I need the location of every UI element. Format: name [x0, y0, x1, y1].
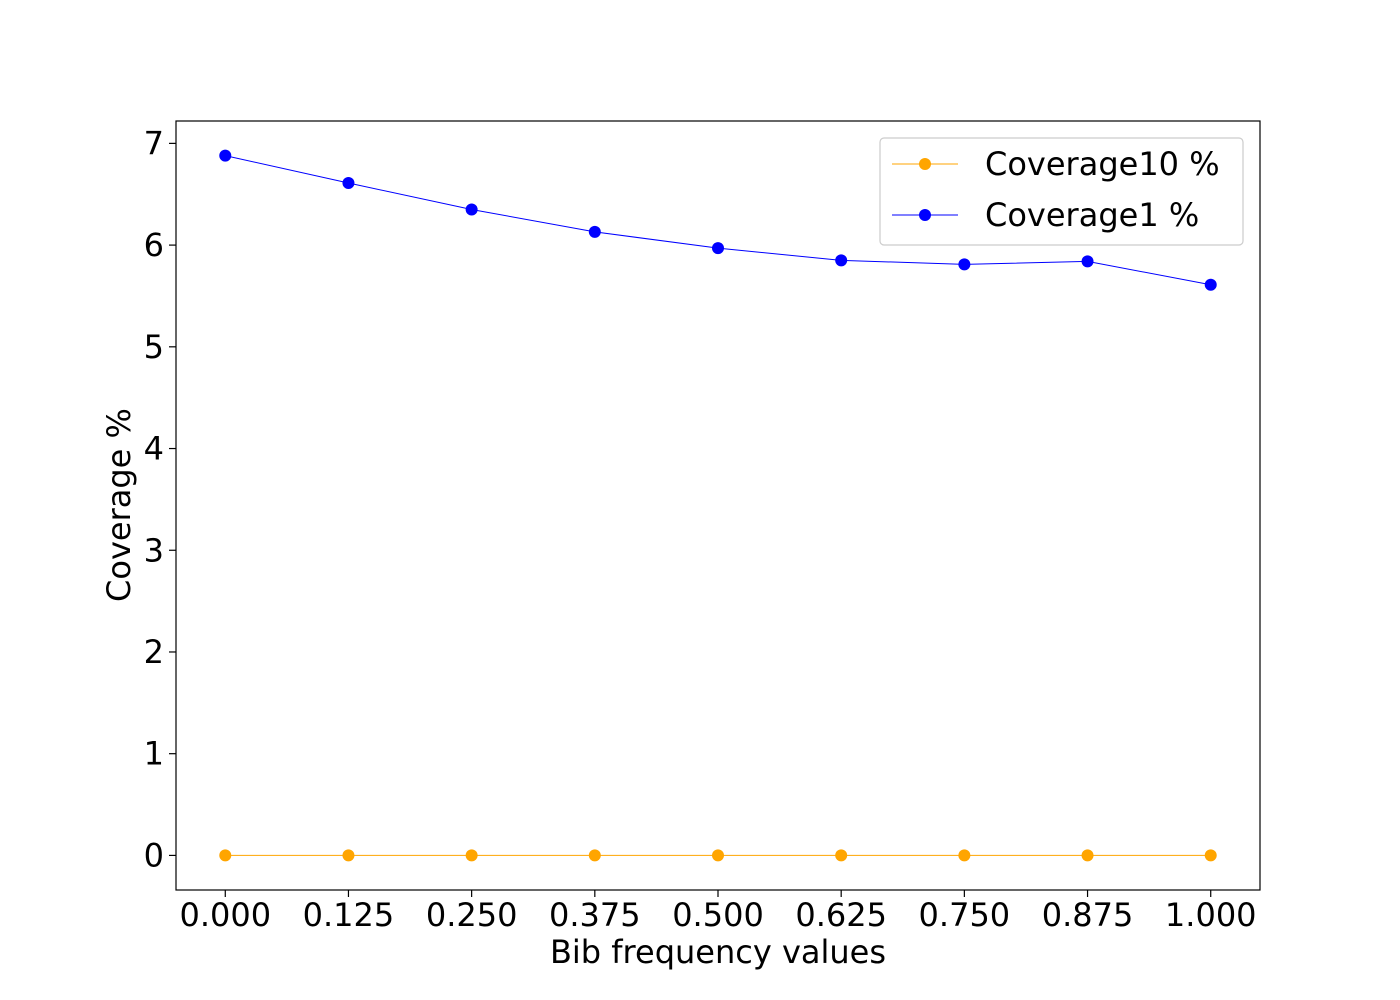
data-point: [588, 225, 601, 238]
data-point: [712, 242, 724, 255]
y-tick-label: 3: [144, 531, 164, 569]
legend-label-1: Coverage1 %: [985, 196, 1199, 234]
data-point: [342, 849, 355, 862]
x-tick-label: 1.000: [1165, 896, 1257, 934]
y-tick-label: 1: [144, 735, 164, 773]
x-tick-label: 0.500: [672, 896, 764, 934]
y-tick-label: 0: [144, 836, 164, 874]
data-point: [465, 203, 478, 216]
data-point: [958, 258, 971, 271]
x-tick-label: 0.000: [179, 896, 271, 934]
x-tick-label: 0.125: [303, 896, 395, 934]
data-point: [1204, 849, 1217, 862]
y-axis-label: Coverage %: [100, 408, 138, 602]
data-point: [712, 849, 724, 862]
data-point: [219, 849, 232, 862]
data-point: [588, 849, 601, 862]
legend-box: [879, 137, 1244, 246]
data-point: [958, 849, 971, 862]
x-tick-label: 0.375: [549, 896, 641, 934]
y-tick-label: 4: [144, 430, 164, 468]
y-tick-label: 2: [144, 633, 164, 671]
x-axis-ticks: 0.000 0.125 0.250 0.375 0.500 0.625 0.750 0.875…: [179, 890, 1257, 934]
series-layer: [219, 149, 1217, 862]
data-point: [835, 849, 848, 862]
data-point: [1204, 278, 1217, 291]
data-point: [342, 177, 355, 190]
x-axis-label: Bib frequency values: [550, 933, 886, 971]
data-point: [465, 849, 478, 862]
legend: Coverage10 % Coverage1 %: [879, 137, 1244, 246]
x-tick-label: 0.750: [919, 896, 1011, 934]
y-axis-ticks: 0 1 2 3 4 5 6 7: [144, 124, 176, 874]
x-tick-label: 0.250: [426, 896, 518, 934]
legend-label-0: Coverage10 %: [985, 145, 1220, 183]
data-point: [1081, 255, 1094, 268]
legend-marker-0: [919, 158, 931, 170]
x-tick-label: 0.875: [1042, 896, 1134, 934]
y-tick-label: 6: [144, 226, 164, 264]
legend-marker-1: [919, 209, 931, 221]
data-point: [835, 254, 848, 267]
y-tick-label: 5: [144, 328, 164, 366]
x-tick-label: 0.625: [795, 896, 887, 934]
data-point: [219, 149, 232, 162]
data-point: [1081, 849, 1094, 862]
y-tick-label: 7: [144, 124, 164, 162]
